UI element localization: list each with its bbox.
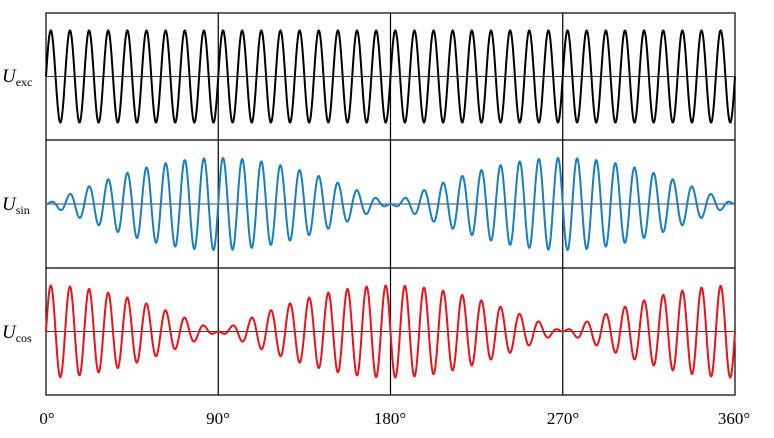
panel-label-exc: Uexc bbox=[2, 66, 32, 89]
x-axis-ticks: 0° 90° 180° 270° 360° bbox=[39, 409, 750, 428]
signal-curves bbox=[45, 29, 736, 379]
x-tick-label-0: 0° bbox=[39, 409, 54, 428]
panel-label-cos: Ucos bbox=[2, 322, 32, 345]
x-tick-label-360: 360° bbox=[718, 409, 750, 428]
signal-series-cos bbox=[45, 284, 736, 379]
x-tick-label-90: 90° bbox=[206, 409, 230, 428]
x-tick-label-180: 180° bbox=[374, 409, 406, 428]
panel-label-sin: Usin bbox=[2, 194, 30, 217]
signal-series-exc bbox=[45, 29, 736, 124]
panel-labels: Uexc Usin Ucos bbox=[2, 66, 32, 345]
x-tick-label-270: 270° bbox=[547, 409, 579, 428]
signal-series-sin bbox=[46, 156, 735, 252]
